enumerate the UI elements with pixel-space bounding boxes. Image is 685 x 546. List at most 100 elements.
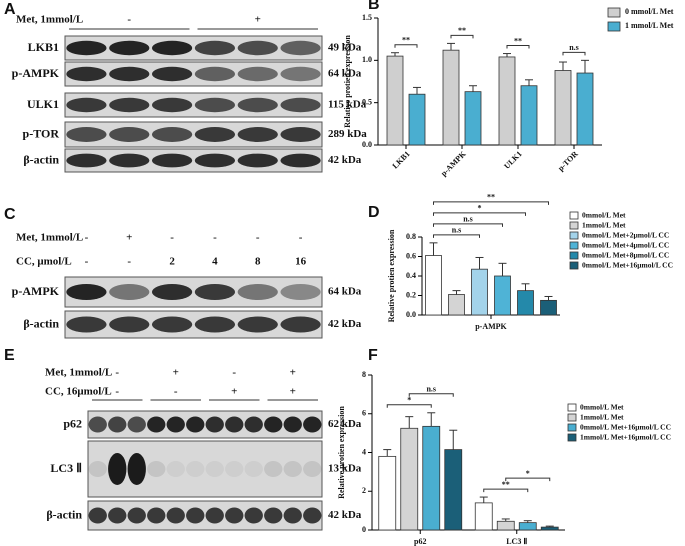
- blot-band: [109, 316, 150, 333]
- size-label: 62 kDa: [328, 418, 362, 430]
- size-label: 115 kDa: [328, 99, 367, 111]
- blot-band: [186, 461, 205, 477]
- legend-label: 0mmol/L Met+16μmol/L CC: [580, 423, 671, 432]
- y-tick-label: 0: [362, 525, 366, 534]
- blot-band: [280, 284, 321, 300]
- bar: [474, 502, 493, 531]
- error-bar: [545, 525, 554, 528]
- error-bar: [525, 79, 533, 86]
- significance-label: **: [514, 36, 522, 45]
- protein-label: ULK1: [27, 97, 59, 111]
- x-tick-label: p62: [414, 537, 426, 546]
- blot-band: [283, 507, 302, 524]
- blot-band: [66, 66, 107, 82]
- legend-swatch: [567, 403, 577, 412]
- blot-band: [147, 507, 166, 524]
- blot-band: [225, 416, 244, 433]
- legend-swatch: [567, 423, 577, 432]
- panel-label: E: [4, 347, 15, 364]
- blot-band: [264, 507, 283, 524]
- blot-strip: [87, 410, 323, 439]
- blot-strip: [64, 121, 323, 148]
- bar: [518, 522, 537, 531]
- error-bar: [581, 59, 589, 74]
- bar: [496, 520, 515, 531]
- blot-band: [186, 507, 205, 524]
- size-label: 42 kDa: [328, 154, 362, 166]
- legend-label: 0mmol/L Met+2μmol/L CC: [582, 231, 669, 240]
- blot-band: [151, 97, 193, 113]
- significance-bracket: [433, 223, 503, 227]
- error-bar: [523, 520, 532, 523]
- blot-band: [280, 153, 321, 168]
- blot-band: [147, 461, 166, 477]
- panel-label: B: [368, 0, 380, 13]
- protein-label: p-TOR: [23, 126, 60, 140]
- blot-band: [194, 66, 236, 82]
- blot-band: [151, 66, 193, 82]
- blot-band: [244, 416, 263, 433]
- blot-band: [237, 97, 278, 113]
- y-axis-label: Relative protien expression: [343, 35, 352, 128]
- error-bar: [469, 85, 477, 92]
- condition-mark: +: [173, 367, 179, 379]
- condition-mark: -: [256, 232, 260, 244]
- size-label: 289 kDa: [328, 128, 367, 140]
- y-axis-label: Relative protien expression: [387, 229, 396, 322]
- y-tick-label: 0.4: [406, 271, 416, 280]
- panel-label: F: [368, 347, 378, 364]
- legend-label: 0mmol/L Met+4μmol/L CC: [582, 241, 669, 250]
- bar: [471, 268, 488, 316]
- error-bar: [521, 283, 530, 291]
- blot-strip: [64, 61, 323, 87]
- error-bar: [479, 496, 488, 503]
- bar: [540, 299, 557, 316]
- condition-mark: 16: [295, 256, 307, 268]
- blot-band: [108, 453, 127, 485]
- blot-band: [109, 284, 150, 300]
- condition-label: CC, 16μmol/L: [45, 386, 112, 398]
- error-bar: [501, 518, 510, 522]
- blot-band: [194, 127, 236, 142]
- blot-band: [109, 97, 150, 113]
- condition-mark: -: [115, 386, 119, 398]
- blot-strip: [64, 276, 323, 308]
- blot-band: [237, 153, 278, 168]
- blot-band: [303, 416, 322, 433]
- y-tick-label: 0.5: [362, 97, 372, 106]
- y-tick-label: 8: [362, 370, 366, 379]
- blot-band: [303, 507, 322, 524]
- blot-band: [151, 284, 193, 300]
- blot-band: [147, 416, 166, 433]
- blot-band: [194, 97, 236, 113]
- blot-band: [109, 66, 150, 82]
- condition-mark: -: [127, 14, 131, 26]
- blot-band: [303, 461, 322, 477]
- condition-label: CC, μmol/L: [16, 256, 72, 268]
- size-label: 13 kDa: [328, 463, 362, 475]
- significance-bracket: [505, 477, 551, 482]
- significance-label: *: [526, 469, 530, 478]
- y-axis-label: Relative protien expression: [337, 406, 346, 499]
- panel-label: C: [4, 206, 16, 223]
- bar: [576, 72, 594, 146]
- blot-band: [109, 40, 150, 56]
- condition-mark: +: [255, 14, 261, 26]
- y-tick-label: 1.5: [362, 13, 372, 22]
- significance-label: n.s: [452, 226, 462, 235]
- blot-band: [237, 66, 278, 82]
- blot-band: [66, 127, 107, 142]
- bar: [400, 427, 419, 531]
- blot-band: [151, 316, 193, 333]
- size-label: 42 kDa: [328, 509, 362, 521]
- significance-label: **: [487, 193, 495, 202]
- protein-label: LKB1: [28, 40, 59, 54]
- blot-band: [66, 97, 107, 113]
- y-tick-label: 1.0: [362, 55, 372, 64]
- size-label: 64 kDa: [328, 286, 362, 298]
- legend-swatch: [569, 261, 579, 270]
- size-label: 49 kDa: [328, 42, 362, 54]
- y-tick-label: 6: [362, 409, 366, 418]
- blot-band: [194, 284, 236, 300]
